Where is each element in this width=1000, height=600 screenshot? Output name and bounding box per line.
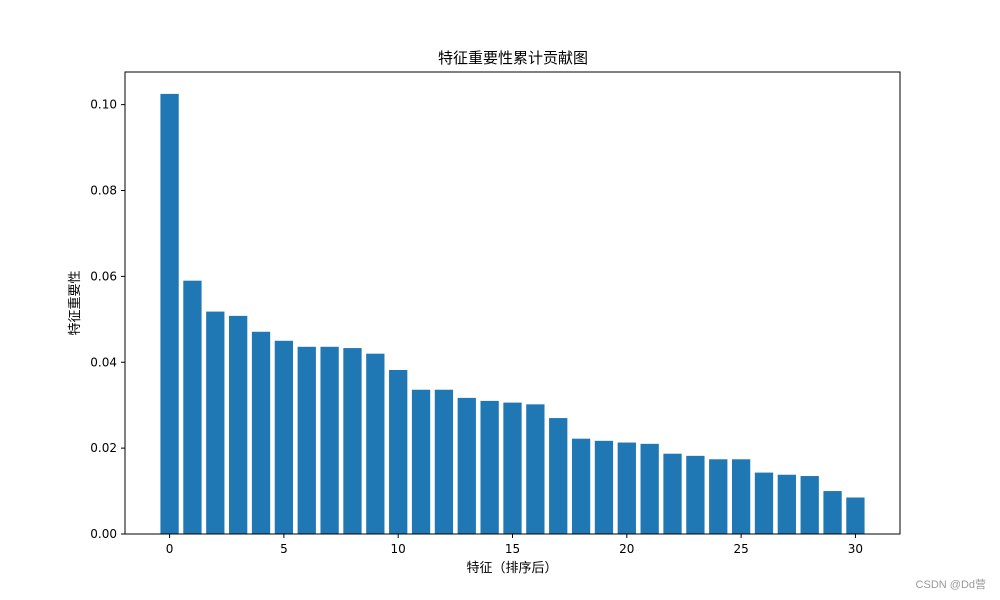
x-tick-label: 30 xyxy=(848,542,863,556)
y-tick-label: 0.10 xyxy=(90,98,117,112)
chart-title: 特征重要性累计贡献图 xyxy=(438,49,588,67)
bar-18 xyxy=(571,438,591,534)
x-axis: 0 5 10 15 20 25 30 xyxy=(166,534,863,556)
bar-14 xyxy=(480,400,499,534)
bar-7 xyxy=(320,346,339,534)
bar-12 xyxy=(434,389,454,534)
bar-28 xyxy=(800,476,819,534)
bar-17 xyxy=(549,418,568,534)
bar-9 xyxy=(366,353,385,534)
bar-20 xyxy=(617,442,636,534)
x-tick-label: 15 xyxy=(505,542,520,556)
bar-3 xyxy=(229,315,248,534)
y-tick-label: 0.08 xyxy=(90,184,117,198)
bar-23 xyxy=(686,455,705,534)
bar-24 xyxy=(709,459,728,534)
y-axis: 0.00 0.02 0.04 0.06 0.08 0.10 xyxy=(90,98,125,541)
y-tick-label: 0.02 xyxy=(90,441,117,455)
x-tick-label: 5 xyxy=(280,542,288,556)
bar-21 xyxy=(640,443,659,534)
x-tick-label: 20 xyxy=(619,542,634,556)
bar-11 xyxy=(411,389,431,534)
bar-group xyxy=(160,93,865,534)
bar-4 xyxy=(251,331,271,534)
y-axis-label: 特征重要性 xyxy=(67,270,83,335)
bar-2 xyxy=(206,311,225,534)
bar-15 xyxy=(503,402,522,534)
y-tick-label: 0.06 xyxy=(90,269,117,283)
bar-27 xyxy=(777,474,796,534)
y-tick-label: 0.00 xyxy=(90,527,117,541)
x-tick-label: 0 xyxy=(166,542,174,556)
x-axis-label: 特征（排序后） xyxy=(466,561,557,576)
bar-8 xyxy=(343,348,362,534)
bar-19 xyxy=(594,440,614,534)
x-tick-label: 10 xyxy=(391,542,406,556)
bar-25 xyxy=(731,459,751,534)
bar-26 xyxy=(754,472,774,534)
bar-0 xyxy=(160,93,179,534)
bar-22 xyxy=(663,453,682,534)
bar-16 xyxy=(526,404,545,534)
bar-6 xyxy=(297,346,316,534)
bar-30 xyxy=(846,497,865,534)
bar-10 xyxy=(389,369,408,534)
bar-13 xyxy=(457,397,476,534)
bar-1 xyxy=(183,280,202,534)
watermark-text: CSDN @Dd营 xyxy=(915,579,986,591)
x-tick-label: 25 xyxy=(733,542,748,556)
bar-5 xyxy=(274,340,294,534)
bar-29 xyxy=(823,491,842,534)
y-tick-label: 0.04 xyxy=(90,355,117,369)
